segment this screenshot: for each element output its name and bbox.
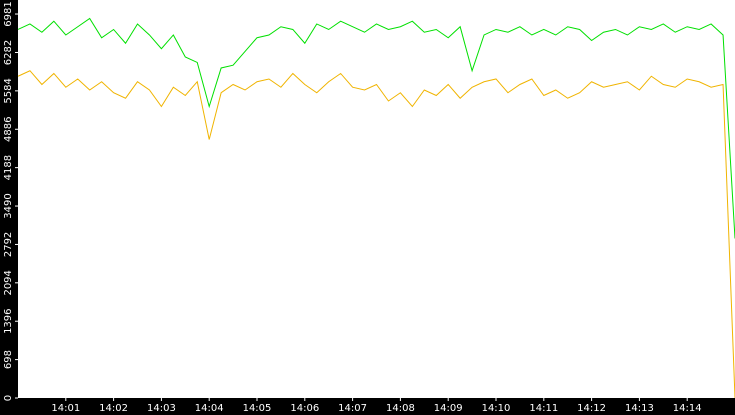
x-tick-label: 14:10: [482, 403, 511, 414]
x-tick-label: 14:14: [673, 403, 702, 414]
y-tick-label: 6981: [3, 1, 14, 26]
x-tick-label: 14:11: [529, 403, 558, 414]
x-tick-label: 14:05: [243, 403, 272, 414]
x-tick-label: 14:07: [338, 403, 367, 414]
y-tick-label: 3490: [3, 193, 14, 218]
y-tick-label: 6282: [3, 40, 14, 65]
x-tick-label: 14:04: [195, 403, 224, 414]
x-tick-label: 14:12: [577, 403, 606, 414]
x-axis-band: [0, 398, 735, 415]
series-line: [17, 17, 735, 239]
series-line: [17, 70, 735, 399]
x-tick-label: 14:13: [625, 403, 654, 414]
x-tick-label: 14:09: [434, 403, 463, 414]
y-tick-label: 1396: [3, 308, 14, 333]
y-tick-label: 4886: [3, 117, 14, 142]
x-tick-label: 14:01: [51, 403, 80, 414]
x-tick-label: 14:03: [147, 403, 176, 414]
x-tick-label: 14:08: [386, 403, 415, 414]
x-tick-label: 14:06: [290, 403, 319, 414]
y-axis-band: [0, 0, 18, 415]
y-tick-label: 2094: [3, 270, 14, 295]
y-tick-label: 2792: [3, 232, 14, 257]
y-tick-label: 5584: [3, 78, 14, 103]
y-tick-label: 4188: [3, 155, 14, 180]
y-tick-label: 0: [3, 395, 14, 401]
x-tick-label: 14:02: [99, 403, 128, 414]
y-tick-label: 698: [3, 350, 14, 369]
